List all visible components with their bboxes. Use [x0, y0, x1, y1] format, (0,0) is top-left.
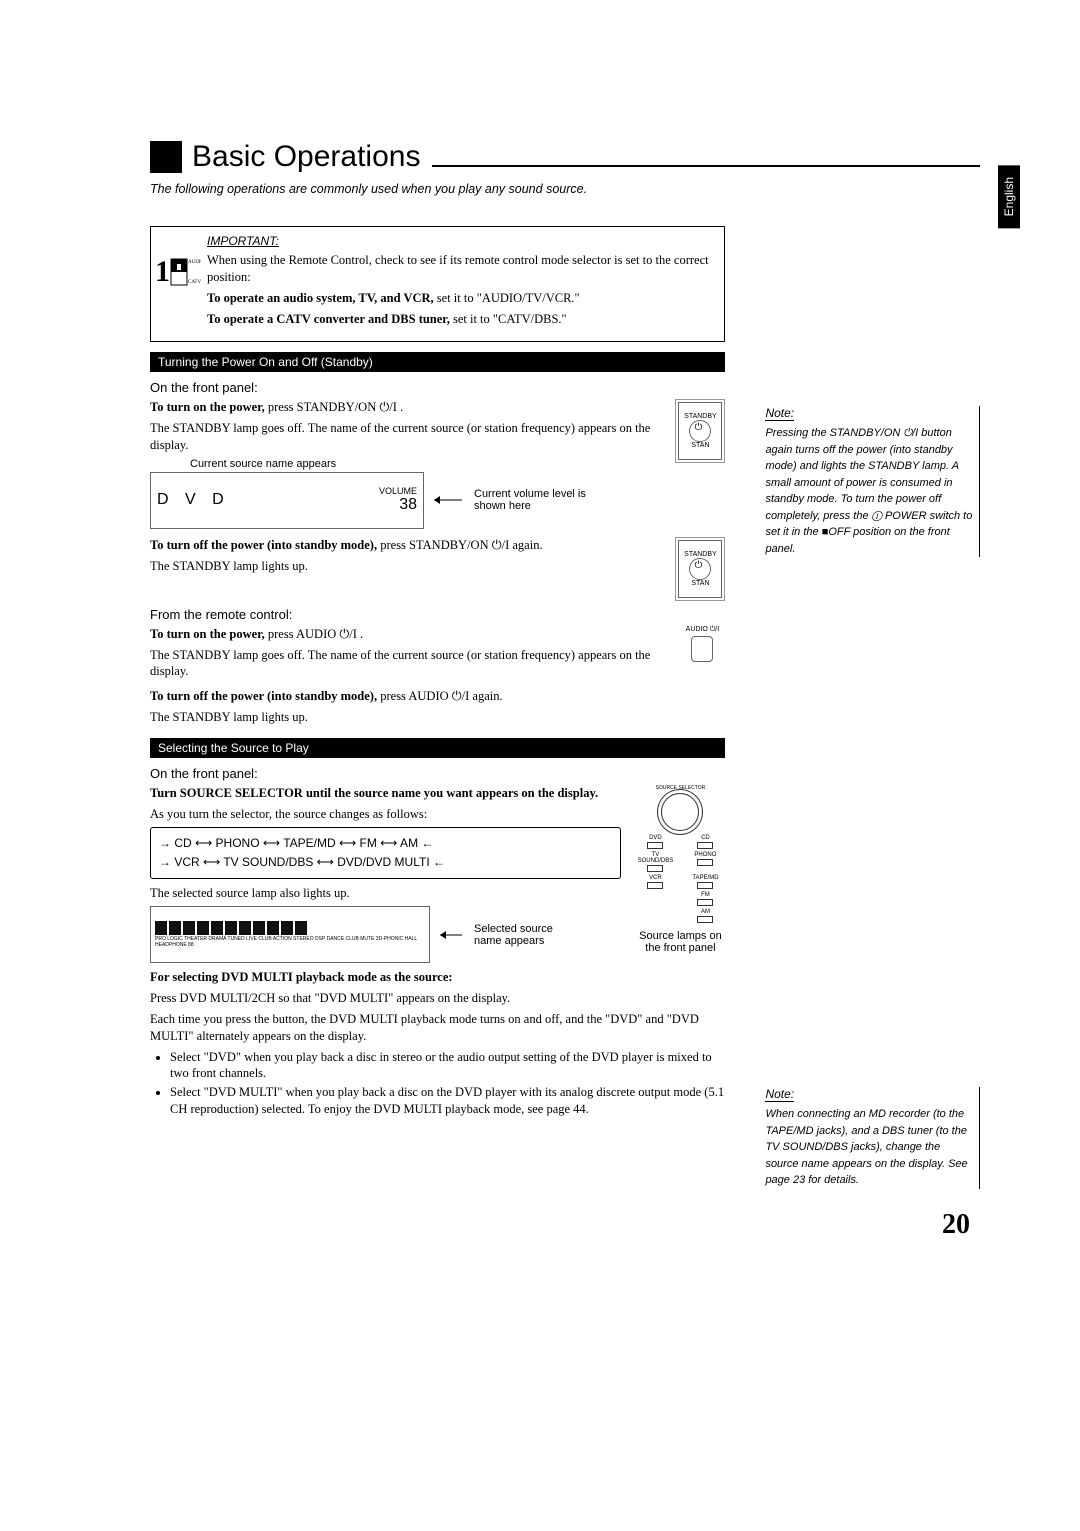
remote-switch-icon: 1 AUDIO/TV VCR CATV /DBS — [155, 247, 201, 307]
dvd-multi-bullets: Select "DVD" when you play back a disc i… — [150, 1049, 725, 1119]
audio-button-fig: AUDIO ⏻/I — [679, 626, 725, 664]
remote-off-text: To turn off the power (into standby mode… — [150, 688, 665, 705]
front-panel-heading-2: On the front panel: — [150, 766, 725, 781]
language-tab: English — [998, 165, 1020, 228]
standby-button-fig-2: STANDBY STAN — [675, 537, 725, 601]
power-on-desc: The STANDBY lamp goes off. The name of t… — [150, 420, 661, 454]
dvd-multi-text-1: Press DVD MULTI/2CH so that "DVD MULTI" … — [150, 990, 725, 1007]
important-text-3: To operate a CATV converter and DBS tune… — [207, 311, 716, 328]
title-rule — [432, 165, 980, 167]
important-heading: IMPORTANT: — [207, 234, 279, 248]
remote-on-text: To turn on the power, press AUDIO ⏻/I . — [150, 626, 665, 643]
remote-on-desc: The STANDBY lamp goes off. The name of t… — [150, 647, 665, 681]
side-rule-1 — [979, 406, 980, 557]
source-turn-desc: As you turn the selector, the source cha… — [150, 806, 621, 823]
front-panel-heading-1: On the front panel: — [150, 380, 725, 395]
display-panel-1: D V D VOLUME38 — [150, 472, 424, 529]
caption-source-name: Current source name appears — [190, 458, 661, 470]
note-block-2: Note: When connecting an MD recorder (to… — [765, 1087, 980, 1189]
source-cycle-diagram: → CD ⟷ PHONO ⟷ TAPE/MD ⟷ FM ⟷ AM ← → VCR… — [150, 827, 621, 879]
source-lamps-fig: SOURCE SELECTOR DVDCD TV SOUND/DBSPHONO … — [635, 785, 725, 954]
title-row: Basic Operations — [150, 140, 980, 174]
svg-text:CATV /DBS: CATV /DBS — [188, 280, 201, 285]
note-block-1: Note: Pressing the STANDBY/ON ⏻/I button… — [765, 406, 980, 557]
dvd-bullet-1: Select "DVD" when you play back a disc i… — [170, 1049, 725, 1083]
source-turn-text: Turn SOURCE SELECTOR until the source na… — [150, 785, 621, 802]
display-panel-2: PRO LOGIC THEATER DRAMA TUNED LIVE CLUB … — [150, 906, 430, 963]
important-box: 1 AUDIO/TV VCR CATV /DBS IMPORTANT: When… — [150, 226, 725, 342]
side-column: Note: Pressing the STANDBY/ON ⏻/I button… — [765, 226, 980, 1189]
dvd-multi-heading: For selecting DVD MULTI playback mode as… — [150, 969, 725, 986]
note-body-1: Pressing the STANDBY/ON ⏻/I button again… — [765, 425, 973, 557]
standby-button-fig-1: STANDBY STAN — [675, 399, 725, 463]
note-heading-1: Note: — [765, 406, 794, 421]
remote-off-desc: The STANDBY lamp lights up. — [150, 709, 665, 726]
page-subtitle: The following operations are commonly us… — [150, 182, 980, 196]
note-heading-2: Note: — [765, 1087, 794, 1102]
selected-lamp-text: The selected source lamp also lights up. — [150, 885, 621, 902]
caption-selected-source: Selected source name appears — [474, 923, 574, 947]
section-bar-power: Turning the Power On and Off (Standby) — [150, 352, 725, 372]
main-column: 1 AUDIO/TV VCR CATV /DBS IMPORTANT: When… — [150, 226, 725, 1122]
page-number: 20 — [150, 1209, 980, 1241]
important-text-1: When using the Remote Control, check to … — [207, 252, 716, 286]
power-off-text: To turn off the power (into standby mode… — [150, 537, 661, 554]
title-square-icon — [150, 141, 182, 173]
page-title: Basic Operations — [192, 140, 420, 174]
side-rule-2 — [979, 1087, 980, 1189]
power-off-desc: The STANDBY lamp lights up. — [150, 558, 661, 575]
arrow-icon — [440, 930, 464, 940]
section-bar-source: Selecting the Source to Play — [150, 738, 725, 758]
svg-text:AUDIO/TV VCR: AUDIO/TV VCR — [188, 260, 201, 265]
power-on-text: To turn on the power, press STANDBY/ON ⏻… — [150, 399, 661, 416]
note-body-2: When connecting an MD recorder (to the T… — [765, 1106, 973, 1189]
arrow-icon — [434, 495, 464, 505]
important-text-2: To operate an audio system, TV, and VCR,… — [207, 290, 716, 307]
dvd-multi-text-2: Each time you press the button, the DVD … — [150, 1011, 725, 1045]
svg-text:1: 1 — [155, 255, 170, 288]
caption-volume: Current volume level is shown here — [474, 488, 594, 512]
dvd-bullet-2: Select "DVD MULTI" when you play back a … — [170, 1084, 725, 1118]
remote-heading: From the remote control: — [150, 607, 725, 622]
caption-source-lamps: Source lamps on the front panel — [635, 930, 725, 954]
